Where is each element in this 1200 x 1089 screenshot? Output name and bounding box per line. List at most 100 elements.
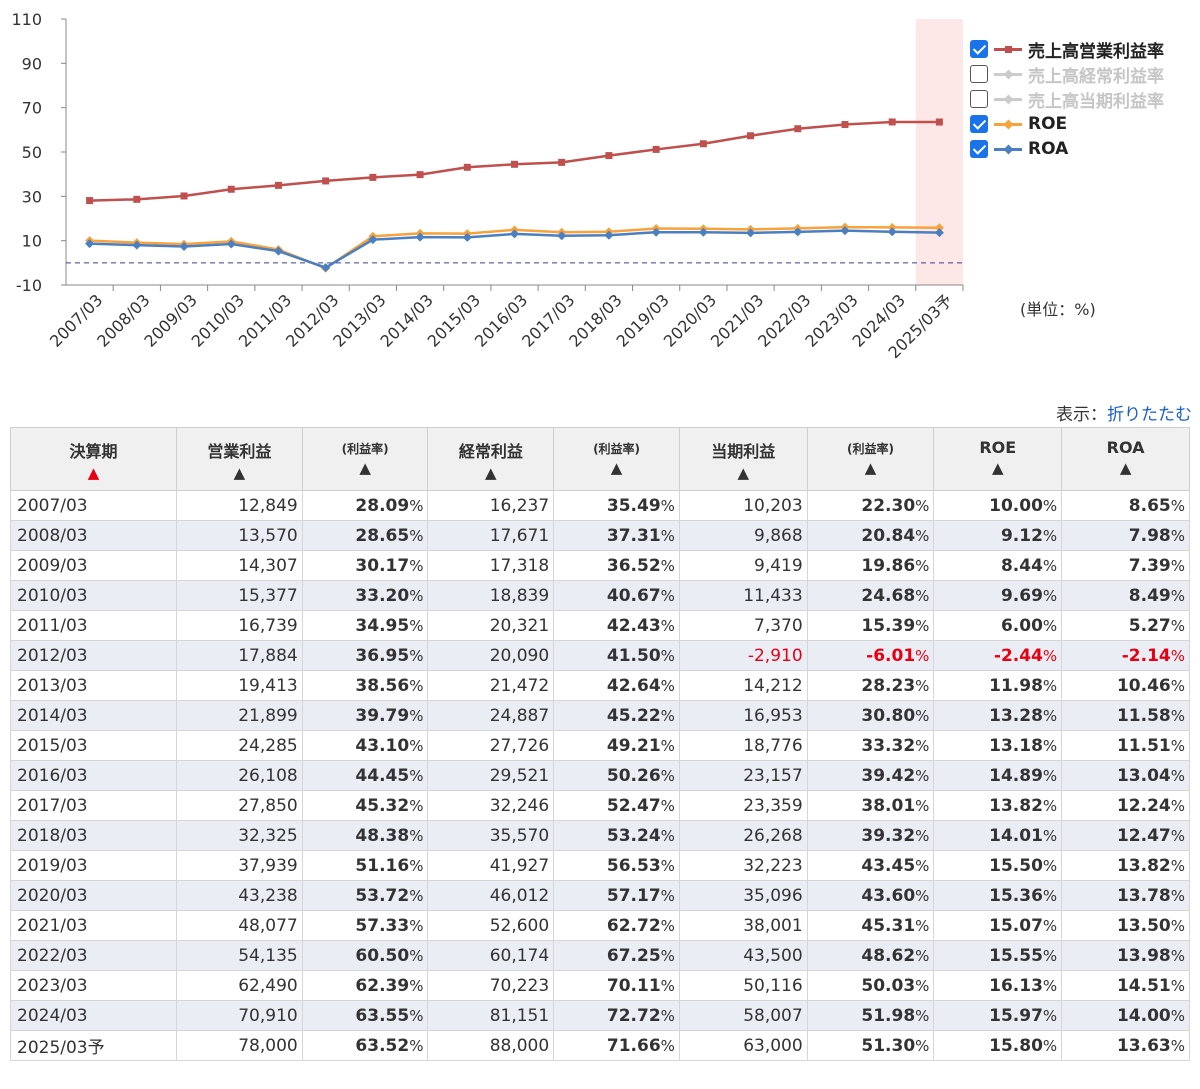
column-header[interactable]: (利益率) ▲ <box>553 427 680 491</box>
percent-value: 15.80 <box>989 1035 1043 1056</box>
value-cell: 42.43% <box>553 610 680 641</box>
percent-sign: % <box>915 526 930 545</box>
data-point <box>179 241 189 251</box>
value-cell: 23,359 <box>678 790 808 821</box>
data-point <box>698 227 708 237</box>
percent-value: 11.51 <box>1116 735 1171 756</box>
period-cell: 2015/03 <box>10 730 177 761</box>
legend-line-icon <box>994 144 1022 154</box>
value-cell: 58,007 <box>678 1000 808 1031</box>
percent-sign: % <box>409 556 424 575</box>
percent-value: 42.64 <box>606 675 661 696</box>
percent-value: 8.49 <box>1128 585 1171 606</box>
value-cell: 12,849 <box>175 490 303 521</box>
column-header-label: ROE <box>979 438 1017 457</box>
value-cell: 41.50% <box>553 640 680 671</box>
sort-arrow-icon[interactable]: ▲ <box>233 464 246 482</box>
value-cell: 8.49% <box>1061 580 1190 611</box>
percent-value: 62.72 <box>606 915 661 936</box>
checkbox-checked-icon[interactable] <box>970 40 988 58</box>
percent-value: 16.13 <box>989 975 1043 996</box>
value-cell: 13.78% <box>1061 880 1190 911</box>
percent-value: 57.17 <box>606 885 661 906</box>
column-header[interactable]: 経常利益 ▲ <box>427 427 555 491</box>
sort-arrow-icon[interactable]: ▲ <box>485 464 497 482</box>
table-row: 2012/03 17,884 36.95% 20,090 41.50% -2,910 -6.… <box>10 640 1190 671</box>
percent-sign: % <box>1170 586 1185 605</box>
sort-arrow-icon[interactable]: ▲ <box>359 459 371 477</box>
value-cell: 48.62% <box>806 940 935 971</box>
percent-value: 43.45 <box>861 855 916 876</box>
column-header[interactable]: 営業利益 ▲ <box>175 427 303 491</box>
data-point <box>321 263 331 273</box>
percent-value: 13.04 <box>1116 765 1171 786</box>
data-point <box>463 163 471 171</box>
percent-sign: % <box>915 856 930 875</box>
value-cell: 15,377 <box>175 580 303 611</box>
sort-arrow-icon[interactable]: ▲ <box>737 464 750 482</box>
percent-value: 43.60 <box>861 885 916 906</box>
period-cell: 2014/03 <box>10 700 177 731</box>
value-cell: 46,012 <box>427 880 555 911</box>
value-cell: 43,500 <box>678 940 808 971</box>
checkbox-unchecked-icon[interactable] <box>970 90 988 108</box>
percent-value: 49.21 <box>606 735 661 756</box>
data-point <box>887 227 897 237</box>
y-tick-label: 90 <box>22 54 42 73</box>
column-header[interactable]: ROA ▲ <box>1061 427 1190 491</box>
percent-value: 56.53 <box>606 855 661 876</box>
legend-item[interactable]: ROE <box>970 111 1164 137</box>
legend-item[interactable]: 売上高当期利益率 <box>970 86 1164 112</box>
sort-arrow-icon[interactable]: ▲ <box>864 459 877 477</box>
percent-sign: % <box>1042 946 1058 965</box>
percent-sign: % <box>1042 1036 1058 1055</box>
value-cell: 48.38% <box>301 820 429 851</box>
column-header-sub: (利益率) <box>341 442 389 456</box>
value-cell: 19.86% <box>806 550 935 581</box>
value-cell: 30.80% <box>806 700 935 731</box>
percent-sign: % <box>1170 646 1185 665</box>
legend-item[interactable]: 売上高経常利益率 <box>970 61 1164 87</box>
percent-value: 45.31 <box>861 915 916 936</box>
percent-value: 11.58 <box>1116 705 1171 726</box>
percent-sign: % <box>409 1006 424 1025</box>
value-cell: 17,884 <box>175 640 303 671</box>
percent-sign: % <box>1042 796 1058 815</box>
percent-value: 19.86 <box>861 555 916 576</box>
data-point <box>934 228 944 238</box>
value-cell: 63.55% <box>301 1000 429 1031</box>
column-header-sub: (利益率) <box>847 442 895 456</box>
value-cell: 9.69% <box>933 580 1063 611</box>
column-header[interactable]: ROE ▲ <box>933 427 1063 491</box>
legend-item[interactable]: ROA <box>970 136 1164 162</box>
sort-arrow-icon[interactable]: ▲ <box>1119 459 1132 477</box>
percent-sign: % <box>660 796 675 815</box>
period-cell: 2013/03 <box>10 670 177 701</box>
sort-arrow-icon[interactable]: ▲ <box>610 459 623 477</box>
percent-sign: % <box>660 766 675 785</box>
column-header-label: 経常利益 <box>458 442 523 461</box>
sort-arrow-icon[interactable]: ▲ <box>992 459 1004 477</box>
checkbox-checked-icon[interactable] <box>970 115 988 133</box>
legend-item[interactable]: 売上高営業利益率 <box>970 36 1164 62</box>
checkbox-checked-icon[interactable] <box>970 140 988 158</box>
value-cell: 71.66% <box>553 1030 680 1061</box>
percent-value: 38.01 <box>861 795 916 816</box>
percent-sign: % <box>1170 736 1185 755</box>
column-header[interactable]: 当期利益 ▲ <box>678 427 808 491</box>
percent-value: 15.50 <box>989 855 1043 876</box>
percent-sign: % <box>1170 556 1185 575</box>
sort-arrow-icon[interactable]: ▲ <box>87 464 100 482</box>
column-header[interactable]: (利益率) ▲ <box>806 427 935 491</box>
percent-sign: % <box>915 586 930 605</box>
value-cell: 13.98% <box>1061 940 1190 971</box>
collapse-link[interactable]: 折りたたむ <box>1107 405 1192 425</box>
value-cell: 57.17% <box>553 880 680 911</box>
column-header[interactable]: 決算期 ▲ <box>10 427 177 491</box>
column-header[interactable]: (利益率) ▲ <box>301 427 429 491</box>
checkbox-unchecked-icon[interactable] <box>970 65 988 83</box>
period-cell: 2009/03 <box>10 550 177 581</box>
value-cell: 13,570 <box>175 520 303 551</box>
percent-value: 13.82 <box>989 795 1043 816</box>
percent-sign: % <box>915 1036 930 1055</box>
